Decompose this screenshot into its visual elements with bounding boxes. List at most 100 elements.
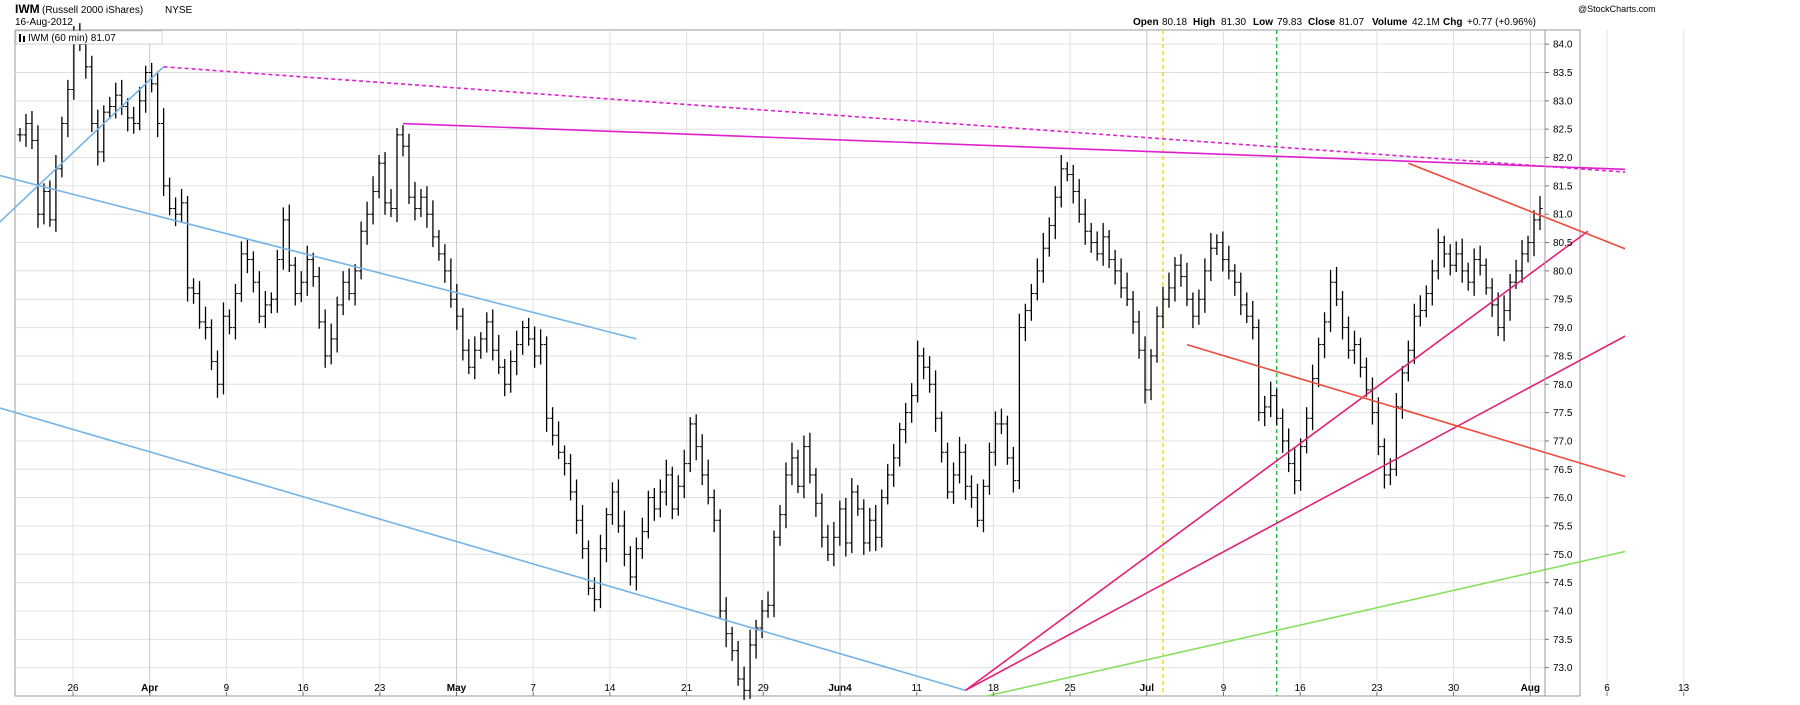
price-bar bbox=[705, 459, 711, 505]
price-bar bbox=[549, 407, 556, 446]
price-bar bbox=[639, 517, 646, 559]
price-bar bbox=[669, 466, 675, 520]
price-bar bbox=[1166, 272, 1172, 308]
price-bar bbox=[681, 449, 687, 499]
price-bar bbox=[944, 442, 951, 499]
price-bar bbox=[232, 283, 239, 340]
price-bar bbox=[1142, 336, 1148, 404]
series-legend: IWM (60 min) 81.07 bbox=[15, 30, 163, 45]
price-bar bbox=[537, 329, 544, 365]
price-bar bbox=[340, 271, 346, 316]
price-bar bbox=[1429, 259, 1435, 306]
blue-upper-channel bbox=[0, 174, 637, 340]
price-bar bbox=[603, 507, 610, 563]
price-bar bbox=[1214, 234, 1220, 256]
price-bar bbox=[855, 485, 861, 516]
price-bar bbox=[908, 383, 915, 423]
price-bar bbox=[885, 463, 891, 505]
y-tick-label: 79.5 bbox=[1553, 295, 1573, 306]
y-tick-label: 78.0 bbox=[1553, 380, 1573, 391]
red-channel-2 bbox=[1408, 162, 1625, 250]
price-bar bbox=[1256, 319, 1262, 422]
x-tick-label: 7 bbox=[530, 683, 536, 694]
price-bar bbox=[597, 534, 604, 609]
price-bar bbox=[1495, 292, 1501, 337]
price-bar bbox=[968, 475, 975, 508]
price-bar bbox=[735, 641, 741, 686]
price-bar bbox=[250, 251, 257, 293]
x-tick-label: 23 bbox=[374, 683, 386, 694]
y-tick-label: 76.0 bbox=[1553, 493, 1573, 504]
price-bar bbox=[741, 666, 747, 703]
price-bar bbox=[406, 133, 412, 205]
x-tick-label: 6 bbox=[1604, 683, 1610, 694]
price-bar bbox=[1028, 283, 1035, 321]
price-bar bbox=[1262, 395, 1268, 427]
watermark: @StockCharts.com bbox=[1578, 4, 1656, 14]
price-bar bbox=[723, 597, 729, 648]
price-bar bbox=[1058, 154, 1064, 208]
high-value: 81.30 bbox=[1221, 17, 1246, 28]
price-bar bbox=[280, 207, 286, 270]
price-bar bbox=[1082, 198, 1088, 245]
price-bar bbox=[1405, 340, 1412, 382]
price-bar bbox=[178, 188, 185, 223]
price-bar bbox=[992, 411, 999, 466]
price-bar bbox=[1046, 217, 1052, 257]
x-tick-label: 29 bbox=[758, 683, 770, 694]
volume-label: Volume bbox=[1372, 17, 1408, 28]
y-tick-label: 73.5 bbox=[1553, 635, 1573, 646]
price-bar bbox=[789, 442, 795, 486]
price-bar bbox=[1004, 415, 1011, 465]
price-bar bbox=[478, 332, 484, 359]
price-bar bbox=[1525, 235, 1531, 263]
price-bar bbox=[1441, 235, 1447, 268]
price-bar bbox=[1160, 286, 1166, 329]
price-bar bbox=[1052, 186, 1058, 240]
price-bar bbox=[1064, 162, 1070, 182]
price-bar bbox=[633, 537, 640, 591]
price-bar bbox=[1489, 278, 1495, 317]
x-axis: 26 Apr 9 16 23 May 7 14 21 29 Jun4 11 18 25 Jul 9 16 23 30… bbox=[67, 683, 1690, 696]
ticker-symbol: IWM bbox=[15, 2, 40, 16]
legend-text: IWM (60 min) 81.07 bbox=[28, 33, 116, 44]
price-bar bbox=[1471, 248, 1477, 296]
pink-fan-1 bbox=[965, 230, 1589, 691]
price-bar bbox=[1477, 245, 1483, 276]
price-bar bbox=[1100, 222, 1106, 266]
price-bar bbox=[514, 330, 520, 376]
price-bar bbox=[609, 482, 616, 525]
y-axis: 84.0 83.5 83.0 82.5 82.0 81.5 81.0 80.5 80.0 79.5… bbox=[1544, 30, 1573, 696]
price-bar bbox=[627, 546, 634, 586]
price-bar bbox=[1531, 210, 1537, 257]
price-bar bbox=[561, 445, 568, 476]
price-bar bbox=[59, 116, 65, 178]
price-bar bbox=[472, 336, 478, 380]
price-bar bbox=[699, 434, 705, 486]
y-tick-label: 81.0 bbox=[1553, 210, 1573, 221]
price-bar bbox=[687, 417, 693, 473]
price-bar bbox=[346, 268, 352, 301]
price-bar bbox=[238, 241, 245, 303]
x-tick-label: 23 bbox=[1371, 683, 1383, 694]
price-bar bbox=[956, 436, 963, 484]
price-bar bbox=[873, 504, 879, 551]
price-bar bbox=[125, 98, 131, 132]
price-bar bbox=[502, 359, 508, 397]
price-bar bbox=[1339, 291, 1346, 340]
price-bar bbox=[1423, 285, 1429, 318]
price-bar bbox=[1537, 196, 1543, 231]
price-bar bbox=[1519, 240, 1525, 283]
x-tick-label: Jun4 bbox=[828, 683, 852, 694]
price-bar bbox=[1040, 232, 1046, 283]
price-bar bbox=[400, 125, 406, 157]
y-tick-label: 77.5 bbox=[1553, 408, 1573, 419]
price-bar bbox=[1088, 222, 1094, 253]
price-bar bbox=[29, 111, 35, 150]
pink-fan-2 bbox=[965, 335, 1625, 692]
price-bar bbox=[1483, 258, 1489, 295]
x-tick-label: 25 bbox=[1065, 683, 1077, 694]
price-bar bbox=[651, 487, 658, 521]
ticker-name: (Russell 2000 iShares) bbox=[42, 5, 143, 16]
stats-bar: Open 80.18 High 81.30 Low 79.83 Close 81… bbox=[1133, 17, 1536, 28]
